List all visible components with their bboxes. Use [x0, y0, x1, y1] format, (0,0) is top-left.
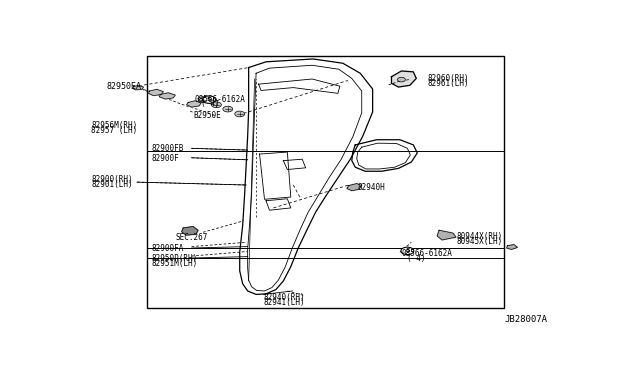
Circle shape — [401, 247, 414, 254]
Polygon shape — [132, 85, 143, 90]
Text: S: S — [207, 97, 211, 102]
Polygon shape — [187, 101, 201, 107]
Polygon shape — [437, 230, 456, 240]
Polygon shape — [182, 227, 198, 235]
Text: 82900(RH): 82900(RH) — [92, 175, 133, 185]
Text: 82900F: 82900F — [152, 154, 180, 163]
Text: 82956M(RH): 82956M(RH) — [92, 121, 138, 130]
Polygon shape — [392, 71, 416, 87]
Text: 82940(RH): 82940(RH) — [264, 293, 305, 302]
Text: 80944X(RH): 80944X(RH) — [457, 232, 503, 241]
Text: 82900FB: 82900FB — [152, 144, 184, 153]
Circle shape — [235, 111, 244, 117]
Text: 82957 (LH): 82957 (LH) — [92, 126, 138, 135]
Text: 82940H: 82940H — [358, 183, 385, 192]
Polygon shape — [159, 93, 175, 99]
Text: ( 4): ( 4) — [408, 254, 426, 263]
Text: 08566-6162A: 08566-6162A — [401, 249, 452, 258]
Text: 08566-6162A: 08566-6162A — [194, 94, 245, 103]
Text: 82900FA: 82900FA — [152, 244, 184, 253]
Text: 82961(LH): 82961(LH) — [428, 79, 469, 88]
Polygon shape — [347, 183, 362, 191]
Circle shape — [223, 106, 233, 112]
Text: SEC.267: SEC.267 — [176, 233, 208, 242]
Text: 82951M(LH): 82951M(LH) — [152, 259, 198, 268]
Text: 82950P(RH): 82950P(RH) — [152, 254, 198, 263]
Polygon shape — [507, 244, 518, 250]
Circle shape — [202, 96, 216, 103]
Bar — [147, 56, 504, 308]
Text: 82960(RH): 82960(RH) — [428, 74, 469, 83]
Text: 82941(LH): 82941(LH) — [264, 298, 305, 307]
Text: JB28007A: JB28007A — [504, 315, 547, 324]
Text: ( 4): ( 4) — [201, 99, 220, 108]
Text: B2950E: B2950E — [193, 111, 221, 120]
Circle shape — [211, 102, 221, 108]
Text: 80945X(LH): 80945X(LH) — [457, 237, 503, 246]
Text: 82950EA: 82950EA — [106, 82, 141, 91]
Text: 82901(LH): 82901(LH) — [92, 180, 133, 189]
Polygon shape — [148, 89, 163, 96]
Circle shape — [397, 77, 405, 82]
Text: S: S — [405, 248, 410, 253]
Circle shape — [198, 97, 208, 103]
